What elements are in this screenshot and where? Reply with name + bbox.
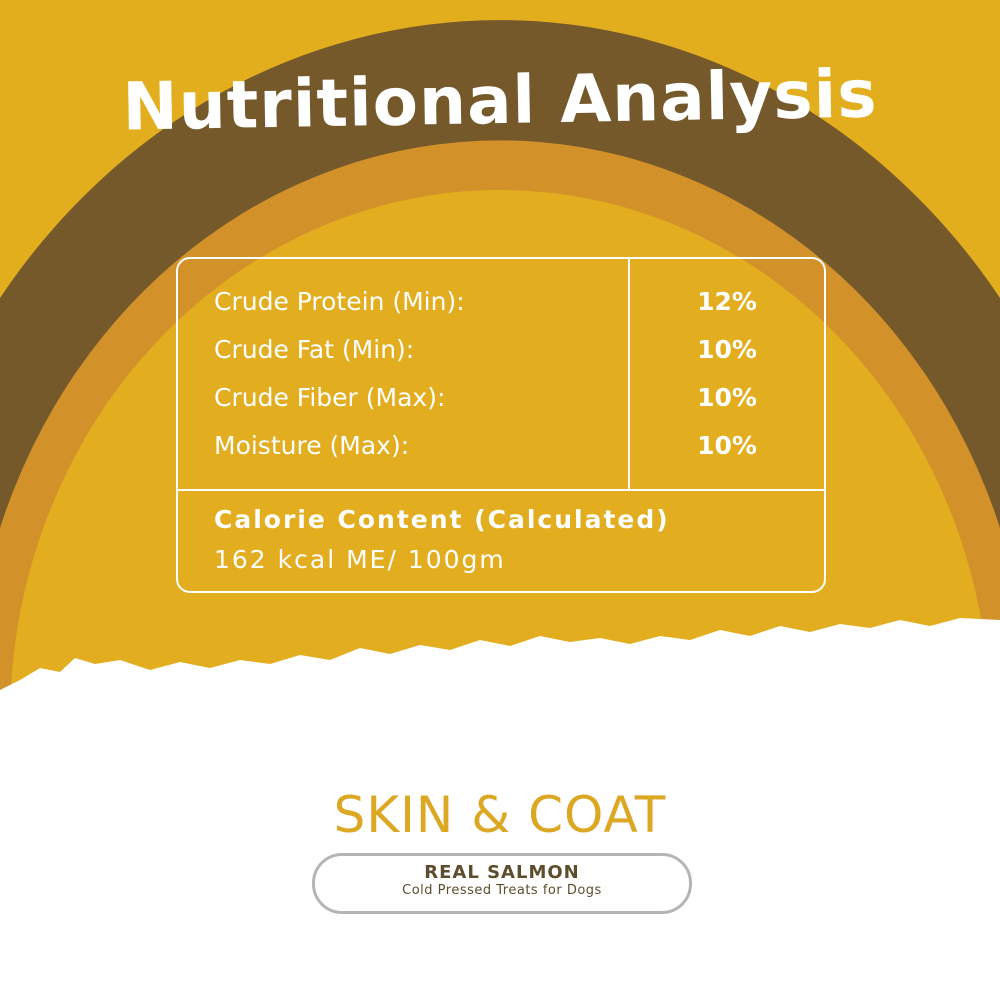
product-name: REAL SALMON — [424, 862, 580, 883]
benefit-headline: SKIN & COAT — [333, 786, 667, 844]
torn-paper-edge — [0, 618, 1000, 1000]
analysis-value: 10% — [697, 431, 757, 460]
analysis-value: 12% — [697, 287, 757, 316]
analysis-value: 10% — [697, 335, 757, 364]
analysis-label: Crude Protein (Min): — [214, 287, 465, 316]
calorie-value: 162 kcal ME/ 100gm — [214, 545, 506, 574]
analysis-value: 10% — [697, 383, 757, 412]
analysis-label: Crude Fat (Min): — [214, 335, 415, 364]
analysis-label: Moisture (Max): — [214, 431, 410, 460]
product-badge: REAL SALMON Cold Pressed Treats for Dogs — [312, 853, 692, 914]
product-description: Cold Pressed Treats for Dogs — [402, 883, 602, 898]
column-divider — [628, 259, 630, 489]
row-divider — [178, 489, 824, 491]
calorie-heading: Calorie Content (Calculated) — [214, 505, 670, 534]
nutrition-table: Crude Protein (Min): 12% Crude Fat (Min)… — [176, 257, 826, 593]
analysis-label: Crude Fiber (Max): — [214, 383, 446, 412]
